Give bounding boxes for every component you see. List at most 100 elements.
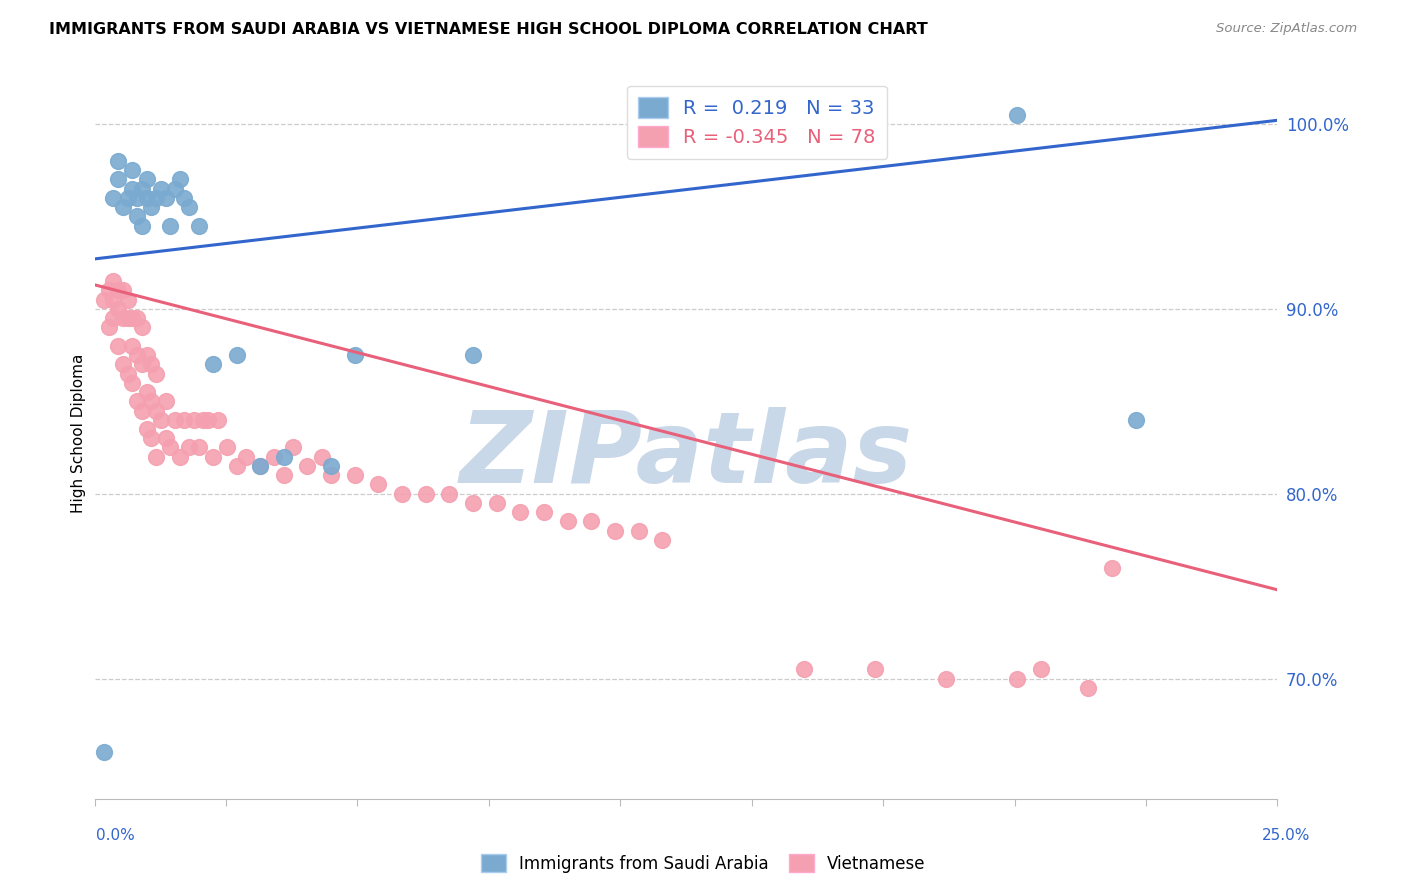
Point	[111, 200, 134, 214]
Point	[149, 182, 172, 196]
Point	[135, 384, 157, 399]
Point	[155, 431, 177, 445]
Point	[1029, 662, 1052, 676]
Point	[225, 458, 247, 473]
Point	[1007, 108, 1029, 122]
Point	[321, 468, 343, 483]
Point	[169, 172, 191, 186]
Point	[145, 403, 167, 417]
Point	[127, 210, 149, 224]
Point	[367, 477, 389, 491]
Point	[163, 182, 186, 196]
Point	[107, 283, 129, 297]
Point	[155, 191, 177, 205]
Point	[581, 515, 603, 529]
Point	[179, 441, 201, 455]
Point	[93, 746, 115, 760]
Text: 0.0%: 0.0%	[96, 828, 135, 843]
Point	[131, 403, 153, 417]
Point	[439, 486, 461, 500]
Point	[121, 311, 143, 326]
Point	[509, 505, 531, 519]
Point	[107, 172, 129, 186]
Point	[225, 348, 247, 362]
Point	[145, 191, 167, 205]
Point	[215, 441, 238, 455]
Point	[127, 191, 149, 205]
Point	[179, 200, 201, 214]
Point	[283, 441, 305, 455]
Point	[865, 662, 887, 676]
Point	[603, 524, 626, 538]
Point	[1077, 681, 1099, 695]
Point	[97, 320, 120, 334]
Point	[297, 458, 319, 473]
Point	[117, 293, 139, 307]
Point	[263, 450, 285, 464]
Point	[557, 515, 579, 529]
Point	[131, 357, 153, 371]
Point	[193, 413, 215, 427]
Point	[627, 524, 650, 538]
Point	[935, 672, 957, 686]
Point	[135, 191, 157, 205]
Point	[131, 219, 153, 233]
Point	[461, 496, 484, 510]
Point	[187, 441, 209, 455]
Point	[135, 348, 157, 362]
Point	[145, 367, 167, 381]
Point	[169, 450, 191, 464]
Point	[1007, 672, 1029, 686]
Point	[117, 191, 139, 205]
Point	[159, 441, 181, 455]
Point	[141, 394, 163, 409]
Point	[159, 219, 181, 233]
Point	[155, 394, 177, 409]
Point	[121, 182, 143, 196]
Point	[93, 293, 115, 307]
Point	[103, 293, 125, 307]
Point	[127, 311, 149, 326]
Point	[141, 200, 163, 214]
Point	[197, 413, 219, 427]
Point	[273, 468, 295, 483]
Point	[121, 376, 143, 390]
Point	[145, 450, 167, 464]
Point	[131, 320, 153, 334]
Text: Source: ZipAtlas.com: Source: ZipAtlas.com	[1216, 22, 1357, 36]
Point	[127, 394, 149, 409]
Point	[343, 348, 366, 362]
Point	[391, 486, 413, 500]
Point	[131, 182, 153, 196]
Legend: Immigrants from Saudi Arabia, Vietnamese: Immigrants from Saudi Arabia, Vietnamese	[474, 847, 932, 880]
Point	[485, 496, 508, 510]
Point	[793, 662, 815, 676]
Point	[201, 357, 224, 371]
Point	[127, 348, 149, 362]
Point	[141, 357, 163, 371]
Point	[415, 486, 437, 500]
Point	[651, 533, 673, 547]
Point	[149, 413, 172, 427]
Point	[173, 191, 195, 205]
Point	[103, 311, 125, 326]
Point	[249, 458, 271, 473]
Point	[97, 283, 120, 297]
Point	[187, 219, 209, 233]
Point	[107, 153, 129, 168]
Point	[183, 413, 205, 427]
Point	[111, 311, 134, 326]
Point	[1125, 413, 1147, 427]
Point	[117, 311, 139, 326]
Point	[1101, 560, 1123, 574]
Point	[121, 163, 143, 178]
Text: IMMIGRANTS FROM SAUDI ARABIA VS VIETNAMESE HIGH SCHOOL DIPLOMA CORRELATION CHART: IMMIGRANTS FROM SAUDI ARABIA VS VIETNAME…	[49, 22, 928, 37]
Point	[111, 357, 134, 371]
Point	[135, 172, 157, 186]
Point	[103, 191, 125, 205]
Point	[111, 283, 134, 297]
Point	[121, 339, 143, 353]
Y-axis label: High School Diploma: High School Diploma	[72, 354, 86, 513]
Point	[107, 339, 129, 353]
Point	[107, 301, 129, 316]
